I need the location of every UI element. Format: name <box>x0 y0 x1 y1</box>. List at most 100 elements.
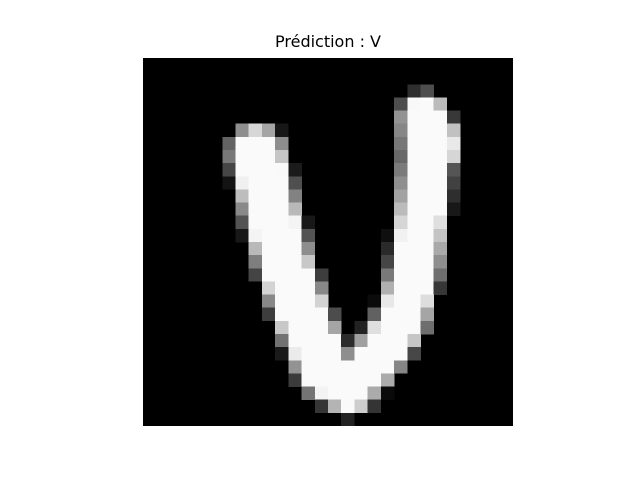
glyph-pixel <box>407 84 421 98</box>
glyph-pixel <box>380 386 395 400</box>
glyph-pixel <box>433 228 448 243</box>
glyph-pixel <box>407 110 421 124</box>
glyph-pixel <box>248 242 263 256</box>
glyph-pixel <box>394 150 408 164</box>
glyph-pixel <box>394 189 408 203</box>
glyph-pixel <box>446 176 461 190</box>
glyph-pixel <box>380 268 395 282</box>
glyph-pixel <box>275 136 289 151</box>
glyph-pixel <box>235 215 249 230</box>
glyph-pixel <box>420 189 434 203</box>
glyph-pixel <box>301 228 316 243</box>
glyph-pixel <box>261 268 276 282</box>
glyph-pixel <box>235 176 249 190</box>
glyph-pixel <box>341 373 355 387</box>
glyph-pixel <box>420 136 434 151</box>
glyph-pixel <box>380 228 395 243</box>
glyph-pixel <box>275 242 289 256</box>
glyph-pixel <box>222 150 236 164</box>
glyph-pixel <box>407 176 421 190</box>
glyph-pixel <box>314 294 329 308</box>
glyph-pixel <box>433 163 448 177</box>
glyph-pixel <box>301 268 316 282</box>
glyph-pixel <box>394 136 408 151</box>
glyph-pixel <box>288 255 302 269</box>
glyph-pixel <box>314 373 329 387</box>
glyph-pixel <box>407 347 421 361</box>
glyph-pixel <box>354 360 368 374</box>
glyph-pixel <box>394 268 408 282</box>
glyph-pixel <box>341 412 355 426</box>
glyph-pixel <box>446 110 461 124</box>
glyph-pixel <box>288 373 302 387</box>
glyph-pixel <box>354 320 368 335</box>
glyph-pixel <box>407 215 421 230</box>
glyph-pixel <box>420 97 434 111</box>
glyph-pixel <box>420 307 434 322</box>
glyph-pixel <box>275 202 289 216</box>
glyph-pixel <box>314 281 329 295</box>
glyph-pixel <box>420 163 434 177</box>
glyph-pixel <box>275 123 289 138</box>
glyph-pixel <box>433 97 448 111</box>
glyph-pixel <box>288 242 302 256</box>
glyph-pixel <box>433 215 448 230</box>
glyph-pixel <box>261 150 276 164</box>
glyph-pixel <box>420 294 434 308</box>
glyph-pixel <box>433 242 448 256</box>
glyph-pixel <box>367 373 382 387</box>
handwritten-letter-image <box>143 58 513 426</box>
glyph-pixel <box>341 399 355 414</box>
glyph-pixel <box>446 136 461 151</box>
glyph-pixel <box>288 334 302 348</box>
glyph-pixel <box>328 399 342 414</box>
glyph-pixel <box>275 228 289 243</box>
glyph-pixel <box>261 294 276 308</box>
glyph-pixel <box>261 281 276 295</box>
glyph-pixel <box>407 123 421 138</box>
glyph-pixel <box>407 242 421 256</box>
glyph-pixel <box>248 228 263 243</box>
glyph-pixel <box>407 228 421 243</box>
glyph-pixel <box>380 242 395 256</box>
glyph-pixel <box>314 334 329 348</box>
glyph-pixel <box>235 150 249 164</box>
glyph-pixel <box>261 242 276 256</box>
glyph-pixel <box>301 242 316 256</box>
glyph-pixel <box>394 281 408 295</box>
glyph-pixel <box>407 97 421 111</box>
glyph-pixel <box>394 202 408 216</box>
glyph-pixel <box>275 150 289 164</box>
glyph-pixel <box>433 202 448 216</box>
glyph-pixel <box>380 307 395 322</box>
glyph-pixel <box>301 360 316 374</box>
glyph-pixel <box>248 215 263 230</box>
glyph-pixel <box>261 202 276 216</box>
glyph-pixel <box>261 136 276 151</box>
glyph-pixel <box>420 281 434 295</box>
glyph-pixel <box>407 189 421 203</box>
glyph-pixel <box>433 255 448 269</box>
glyph-pixel <box>367 307 382 322</box>
glyph-pixel <box>420 268 434 282</box>
glyph-pixel <box>367 347 382 361</box>
glyph-pixel <box>314 307 329 322</box>
glyph-pixel <box>235 202 249 216</box>
glyph-pixel <box>420 215 434 230</box>
glyph-pixel <box>341 386 355 400</box>
glyph-pixel <box>407 136 421 151</box>
letter-v-raster <box>143 58 513 426</box>
glyph-pixel <box>275 255 289 269</box>
glyph-pixel <box>394 334 408 348</box>
glyph-pixel <box>275 176 289 190</box>
glyph-pixel <box>380 334 395 348</box>
glyph-pixel <box>380 281 395 295</box>
glyph-pixel <box>420 320 434 335</box>
glyph-pixel <box>288 347 302 361</box>
glyph-pixel <box>314 399 329 414</box>
glyph-pixel <box>446 202 461 216</box>
glyph-pixel <box>394 163 408 177</box>
glyph-pixel <box>407 307 421 322</box>
glyph-pixel <box>394 320 408 335</box>
